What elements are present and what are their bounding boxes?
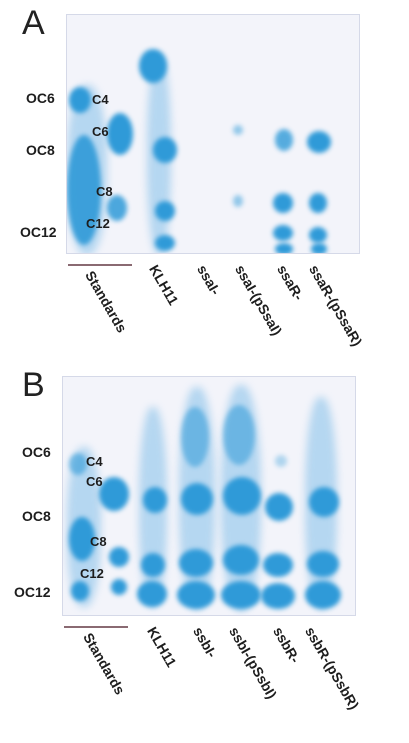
panel-a-spot <box>273 193 293 213</box>
panel-a-lane-ssar-pssar: ssaR-(pSsaR) <box>306 262 366 349</box>
panel-a-label-c12: C12 <box>86 216 110 231</box>
panel-b-spot <box>221 581 261 609</box>
panel-b-spot <box>223 405 255 465</box>
panel-b-spot <box>275 455 287 467</box>
panel-a-lane-ssar: ssaR- <box>274 262 308 304</box>
panel-b-spot <box>179 549 213 577</box>
panel-a-tlc-plate <box>66 14 360 254</box>
panel-a-spot <box>311 243 327 253</box>
panel-b-spot <box>181 483 213 515</box>
panel-a-label-c8: C8 <box>96 184 113 199</box>
panel-a-label-oc6: OC6 <box>26 90 55 106</box>
panel-a-spot <box>275 243 293 253</box>
panel-b-standards-bar <box>64 626 128 628</box>
panel-b-spot <box>99 477 129 511</box>
panel-a-label-c4: C4 <box>92 92 109 107</box>
panel-b-spot <box>265 493 293 521</box>
panel-a-spot <box>139 49 167 83</box>
panel-b-spot <box>261 583 295 609</box>
panel-b-label-oc8: OC8 <box>22 508 51 524</box>
panel-b-tlc-plate <box>62 376 356 616</box>
panel-b-label-c6: C6 <box>86 474 103 489</box>
panel-a-spot <box>67 135 101 245</box>
panel-a-spot <box>307 131 331 153</box>
panel-a-standards-bar <box>68 264 132 266</box>
panel-b-label-oc6: OC6 <box>22 444 51 460</box>
panel-a-label-oc12: OC12 <box>20 224 57 240</box>
panel-a-spot <box>155 201 175 221</box>
panel-b-label-oc12: OC12 <box>14 584 51 600</box>
panel-b-spot <box>223 545 259 575</box>
panel-b-spot <box>263 553 293 577</box>
panel-b-spot <box>71 581 89 601</box>
panel-a-spot <box>309 227 327 243</box>
panel-b-spot <box>69 517 95 561</box>
panel-a-spot <box>233 125 243 135</box>
panel-b-label-c4: C4 <box>86 454 103 469</box>
panel-b-spot <box>69 453 87 475</box>
panel-a-letter: A <box>22 4 45 42</box>
panel-a-spot <box>309 193 327 213</box>
panel-a-spot <box>273 225 293 241</box>
panel-b-spot <box>143 487 167 513</box>
panel-b-label-c12: C12 <box>80 566 104 581</box>
panel-b-spot <box>137 581 167 607</box>
panel-a-spot <box>107 113 133 155</box>
panel-a-spot <box>155 235 175 251</box>
panel-a-label-oc8: OC8 <box>26 142 55 158</box>
panel-b-spot <box>109 547 129 567</box>
panel-a-lane-ssai: ssaI- <box>194 262 224 298</box>
panel-a-label-c6: C6 <box>92 124 109 139</box>
panel-b-spot <box>309 487 339 517</box>
panel-a-spot <box>153 137 177 163</box>
panel-b-lane-ssbr-pssbr: ssbR-(pSsbR) <box>302 624 363 713</box>
panel-b-label-c8: C8 <box>90 534 107 549</box>
panel-b-lane-ssbi: ssbI- <box>190 624 221 661</box>
panel-a-lane-standards: Standards <box>82 268 131 336</box>
panel-b-spot <box>223 477 261 515</box>
panel-b-lane-ssbr: ssbR- <box>270 624 304 666</box>
panel-b-lane-standards: Standards <box>80 630 129 698</box>
panel-b-spot <box>307 551 339 577</box>
panel-a-spot <box>69 87 91 113</box>
panel-b-spot <box>181 407 209 467</box>
panel-b-spot <box>111 579 127 595</box>
panel-a-spot <box>275 129 293 151</box>
panel-a-spot <box>233 195 243 207</box>
panel-b-spot <box>305 581 341 609</box>
panel-b-spot <box>141 553 165 577</box>
panel-a-spot <box>107 195 127 221</box>
panel-b-lane-klh11: KLH11 <box>144 624 180 670</box>
panel-b-spot <box>177 581 215 609</box>
panel-b-letter: B <box>22 366 45 404</box>
panel-a-lane-klh11: KLH11 <box>146 262 182 308</box>
